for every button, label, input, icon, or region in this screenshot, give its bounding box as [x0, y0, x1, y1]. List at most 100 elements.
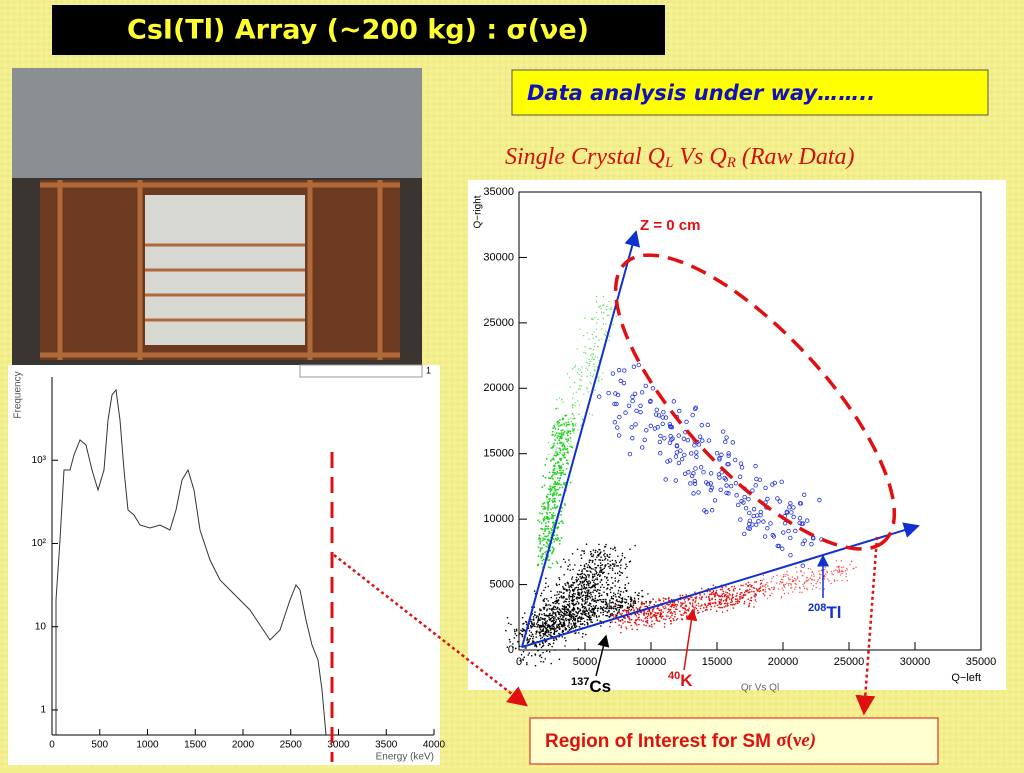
scatter-dot [556, 537, 559, 539]
scatter-dot [570, 586, 573, 588]
scatter-dot [632, 391, 638, 396]
scatter-dot [542, 629, 544, 631]
scatter-dot [587, 612, 590, 615]
scatter-dot [544, 621, 547, 624]
scatter-dot [545, 511, 548, 514]
scatter-dot [549, 614, 551, 617]
scatter-dot [595, 295, 598, 298]
scatter-dot [825, 573, 827, 575]
scatter-dot [572, 603, 574, 605]
scatter-dot [723, 606, 726, 608]
scatter-dot [523, 612, 526, 614]
scatter-dot [683, 607, 685, 609]
scatter-dot [548, 618, 551, 621]
scatter-dot [743, 594, 746, 596]
scatter-dot [546, 501, 549, 504]
scatter-dot [711, 598, 713, 601]
scatter-dot [598, 559, 600, 561]
scatter-dot [611, 621, 613, 623]
scatter-dot [684, 419, 689, 425]
scatter-dot [569, 430, 572, 433]
scatter-dot [765, 496, 770, 502]
scatter-dot [594, 551, 597, 554]
scatter-dot [583, 587, 586, 589]
scatter-dot [685, 616, 688, 618]
scatter-dot [560, 471, 563, 474]
scatter-dot [581, 603, 583, 605]
scatter-dot [655, 614, 658, 617]
scatter-dot [769, 589, 771, 591]
scatter-dot [618, 586, 621, 589]
scatter-dot [554, 452, 556, 454]
scatter-dot [621, 572, 624, 574]
scatter-dot [602, 613, 604, 616]
scatter-dot [714, 451, 720, 456]
scatter-dot [629, 560, 632, 563]
scatter-dot [629, 621, 631, 624]
scatter-dot [739, 598, 741, 600]
scatter-dot [618, 606, 621, 609]
scatter-dot [594, 549, 597, 552]
scatter-dot [621, 606, 624, 608]
scatter-dot [595, 336, 598, 338]
scatter-dot [762, 588, 765, 591]
scatter-dot [589, 582, 591, 585]
scatter-dot [578, 594, 581, 596]
scatter-dot [602, 318, 604, 320]
scatter-dot [600, 611, 602, 614]
scatter-dot [600, 556, 602, 558]
scatter-dot [716, 472, 722, 477]
scatter-dot [596, 583, 598, 586]
scatter-dot [556, 625, 558, 628]
scatter-dot [513, 637, 516, 639]
scatter-dot [637, 594, 640, 597]
y-tick-label: 30000 [483, 251, 514, 263]
scatter-dot [706, 609, 708, 611]
scatter-dot [638, 613, 640, 616]
scatter-dot [819, 588, 821, 590]
scatter-dot [771, 592, 773, 595]
scatter-dot [562, 442, 565, 444]
scatter-dot [614, 621, 617, 624]
scatter-dot [813, 579, 815, 581]
x-tick-label: 5000 [573, 656, 597, 668]
scatter-dot [566, 581, 569, 584]
scatter-dot [556, 399, 558, 401]
scatter-dot [646, 615, 649, 618]
scatter-dot [551, 514, 554, 517]
scatter-dot [618, 610, 620, 612]
scatter-dot [808, 579, 810, 581]
scatter-dot [562, 585, 564, 588]
scatter-dot [544, 626, 547, 629]
scatter-dot [571, 595, 574, 598]
scatter-dot [748, 602, 751, 605]
scatter-dot [606, 587, 609, 589]
scatter-dot [723, 602, 726, 605]
scatter-dot [571, 608, 574, 611]
scatter-dot [616, 367, 622, 373]
scatter-dot [627, 451, 633, 457]
scatter-dot [552, 612, 554, 615]
scatter-dot [539, 542, 542, 545]
scatter-dot [560, 595, 563, 598]
scatter-dot [544, 527, 547, 530]
scatter-dot [623, 410, 628, 415]
x-tick-label: 0 [516, 656, 522, 668]
scatter-dot [566, 429, 569, 432]
scatter-dot [599, 586, 602, 589]
scatter-dot [561, 520, 563, 523]
scatter-dot [615, 596, 617, 598]
scatter-dot [581, 418, 584, 421]
scatter-dot [678, 448, 683, 453]
scatter-dot [707, 604, 709, 607]
scatter-dot [608, 607, 610, 609]
scatter-dot [538, 643, 541, 645]
scatter-dot [770, 586, 773, 589]
scatter-dot [721, 588, 723, 591]
scatter-dot [576, 579, 579, 582]
scatter-dot [739, 592, 742, 594]
scatter-dot [597, 564, 599, 567]
scatter-dot [546, 609, 548, 612]
scatter-dot [782, 589, 785, 591]
